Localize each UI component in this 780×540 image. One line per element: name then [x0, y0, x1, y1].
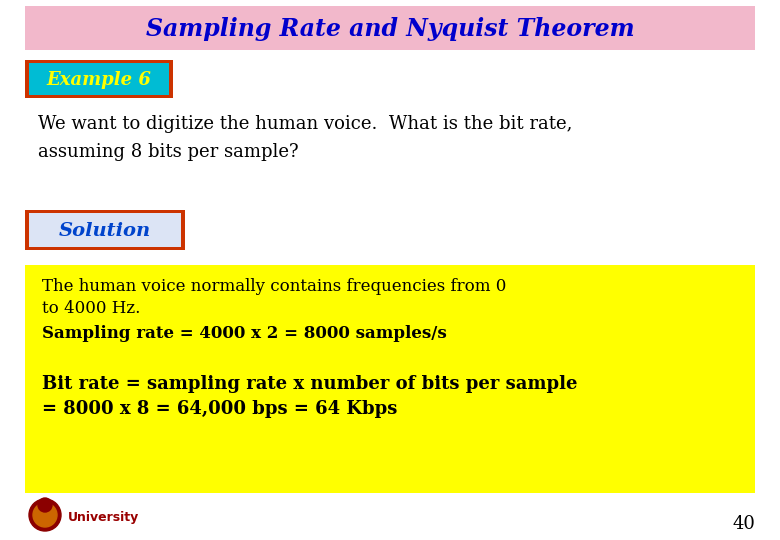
Circle shape [38, 498, 52, 512]
Circle shape [29, 499, 61, 531]
Text: The human voice normally contains frequencies from 0: The human voice normally contains freque… [42, 278, 506, 295]
Bar [29, 63, 169, 95]
Text: 40: 40 [732, 515, 755, 533]
Text: University: University [68, 511, 140, 524]
Bar [25, 60, 173, 98]
Bar [25, 210, 185, 250]
Text: We want to digitize the human voice.  What is the bit rate,
assuming 8 bits per : We want to digitize the human voice. Wha… [38, 115, 573, 161]
Text: to 4000 Hz.: to 4000 Hz. [42, 300, 140, 317]
Bar [25, 6, 755, 50]
Text: Bit rate = sampling rate x number of bits per sample: Bit rate = sampling rate x number of bit… [42, 375, 577, 393]
Text: Example 6: Example 6 [47, 71, 151, 89]
Text: = 8000 x 8 = 64,000 bps = 64 Kbps: = 8000 x 8 = 64,000 bps = 64 Kbps [42, 400, 397, 418]
Bar [25, 265, 755, 493]
Circle shape [33, 503, 57, 527]
Text: Solution: Solution [59, 222, 151, 240]
Text: Sampling rate = 4000 x 2 = 8000 samples/s: Sampling rate = 4000 x 2 = 8000 samples/… [42, 325, 447, 342]
Text: Sampling Rate and Nyquist Theorem: Sampling Rate and Nyquist Theorem [146, 17, 634, 41]
Bar [29, 213, 181, 247]
